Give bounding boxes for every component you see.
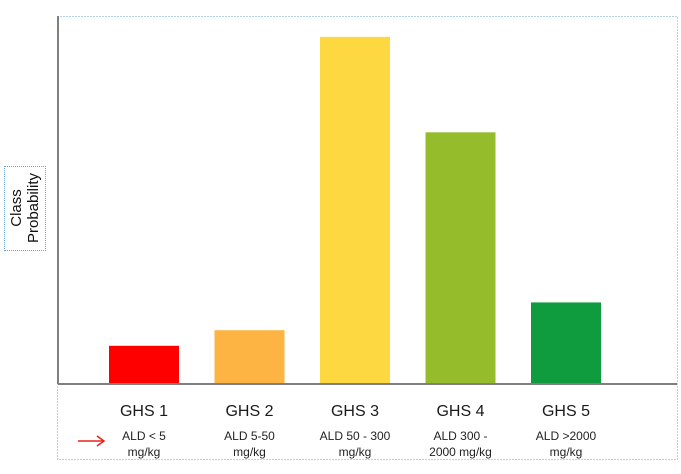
x-sublabel-line: 2000 mg/kg bbox=[429, 445, 492, 459]
x-tick-label: GHS 2 bbox=[225, 403, 273, 420]
bar-ghs-5 bbox=[531, 302, 601, 384]
bar-ghs-1 bbox=[109, 345, 179, 384]
bars-group bbox=[109, 36, 601, 384]
x-tick-label: GHS 3 bbox=[331, 403, 379, 420]
bar-ghs-3 bbox=[320, 36, 390, 384]
x-sublabel-line: mg/kg bbox=[233, 445, 266, 459]
y-axis-label-line-1: Class bbox=[8, 189, 25, 227]
x-tick-label: GHS 1 bbox=[120, 403, 168, 420]
x-sublabel-line: mg/kg bbox=[128, 445, 161, 459]
x-sublabel-line: mg/kg bbox=[550, 445, 583, 459]
x-sublabel-line: mg/kg bbox=[339, 445, 372, 459]
x-sublabel-line: ALD >2000 bbox=[536, 429, 597, 443]
x-sublabel-line: ALD 300 - bbox=[433, 429, 487, 443]
x-sublabel-line: ALD 50 - 300 bbox=[320, 429, 391, 443]
labels-group: GHS 1 ALD < 5 mg/kg GHS 2 ALD 5-50 mg/kg GHS 3… bbox=[120, 403, 597, 459]
x-tick-label: GHS 5 bbox=[542, 403, 590, 420]
y-axis-label-line-2: Probability bbox=[25, 172, 42, 244]
bar-ghs-2 bbox=[214, 330, 285, 384]
arrow-icon bbox=[78, 435, 106, 447]
x-sublabel-line: ALD < 5 bbox=[122, 429, 166, 443]
y-axis-label-box bbox=[4, 166, 46, 251]
plot-frame bbox=[57, 16, 678, 460]
x-sublabel-line: ALD 5-50 bbox=[224, 429, 275, 443]
bar-ghs-4 bbox=[425, 132, 496, 384]
x-tick-label: GHS 4 bbox=[436, 403, 484, 420]
